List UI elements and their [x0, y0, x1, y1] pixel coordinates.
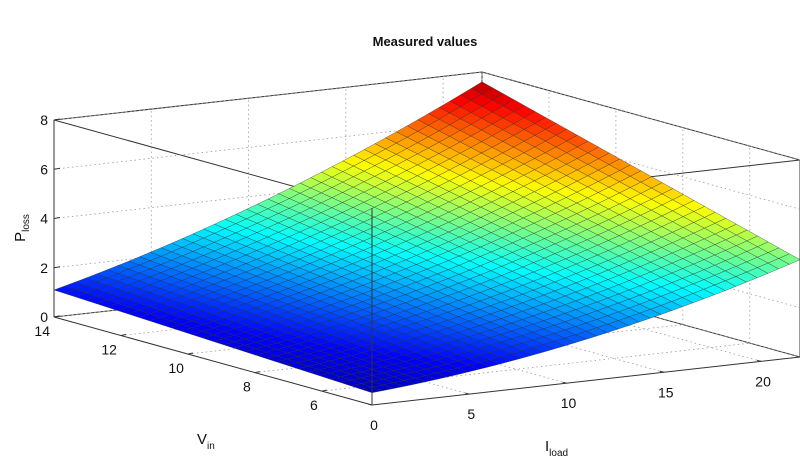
- ylabel-main: V: [197, 431, 207, 448]
- x-tick-label: 0: [370, 417, 378, 433]
- z-tick-label: 0: [40, 309, 48, 325]
- z-tick-label: 8: [40, 112, 48, 128]
- x-tick-label: 20: [755, 373, 771, 389]
- grid-line: [481, 71, 800, 161]
- z-tick-label: 4: [40, 211, 48, 227]
- zlabel: Ploss: [12, 214, 32, 242]
- z-tick-label: 6: [40, 161, 48, 177]
- z-tick-label: 2: [40, 260, 48, 276]
- xlabel-sub: load: [549, 448, 568, 459]
- x-tick-label: 5: [467, 406, 475, 422]
- chart-title: Measured values: [373, 34, 478, 49]
- z-tick-mark: [53, 217, 61, 219]
- surface-mesh: [53, 81, 800, 393]
- y-tick-label: 8: [243, 379, 251, 395]
- x-tick-mark: [367, 403, 373, 406]
- y-tick-label: 12: [101, 342, 117, 358]
- x-tick-mark: [756, 359, 762, 362]
- zlabel-main: P: [12, 232, 29, 242]
- z-tick-mark: [53, 266, 61, 269]
- x-tick-label: 10: [561, 395, 577, 411]
- box-edge: [53, 71, 483, 121]
- x-tick-label: 15: [658, 384, 674, 400]
- z-tick-mark: [53, 167, 61, 170]
- x-tick-mark: [562, 381, 567, 384]
- y-tick-mark: [53, 315, 60, 318]
- zlabel-sub: loss: [21, 214, 32, 232]
- z-tick-mark: [53, 118, 61, 121]
- box-edge-front: [53, 316, 373, 406]
- y-tick-mark: [187, 352, 193, 355]
- xlabel-main: I: [545, 438, 549, 455]
- x-tick-mark: [659, 370, 664, 373]
- box-edge-front: [371, 356, 800, 406]
- xlabel: Iload: [545, 438, 568, 459]
- ylabel-sub: in: [207, 441, 215, 452]
- y-tick-mark: [321, 389, 327, 392]
- y-tick-mark: [254, 371, 260, 374]
- y-tick-label: 6: [310, 397, 318, 413]
- y-tick-mark: [120, 334, 127, 337]
- y-tick-label: 10: [168, 360, 184, 376]
- ylabel: Vin: [197, 431, 215, 452]
- y-tick-label: 14: [34, 323, 50, 339]
- x-tick-mark: [465, 392, 470, 395]
